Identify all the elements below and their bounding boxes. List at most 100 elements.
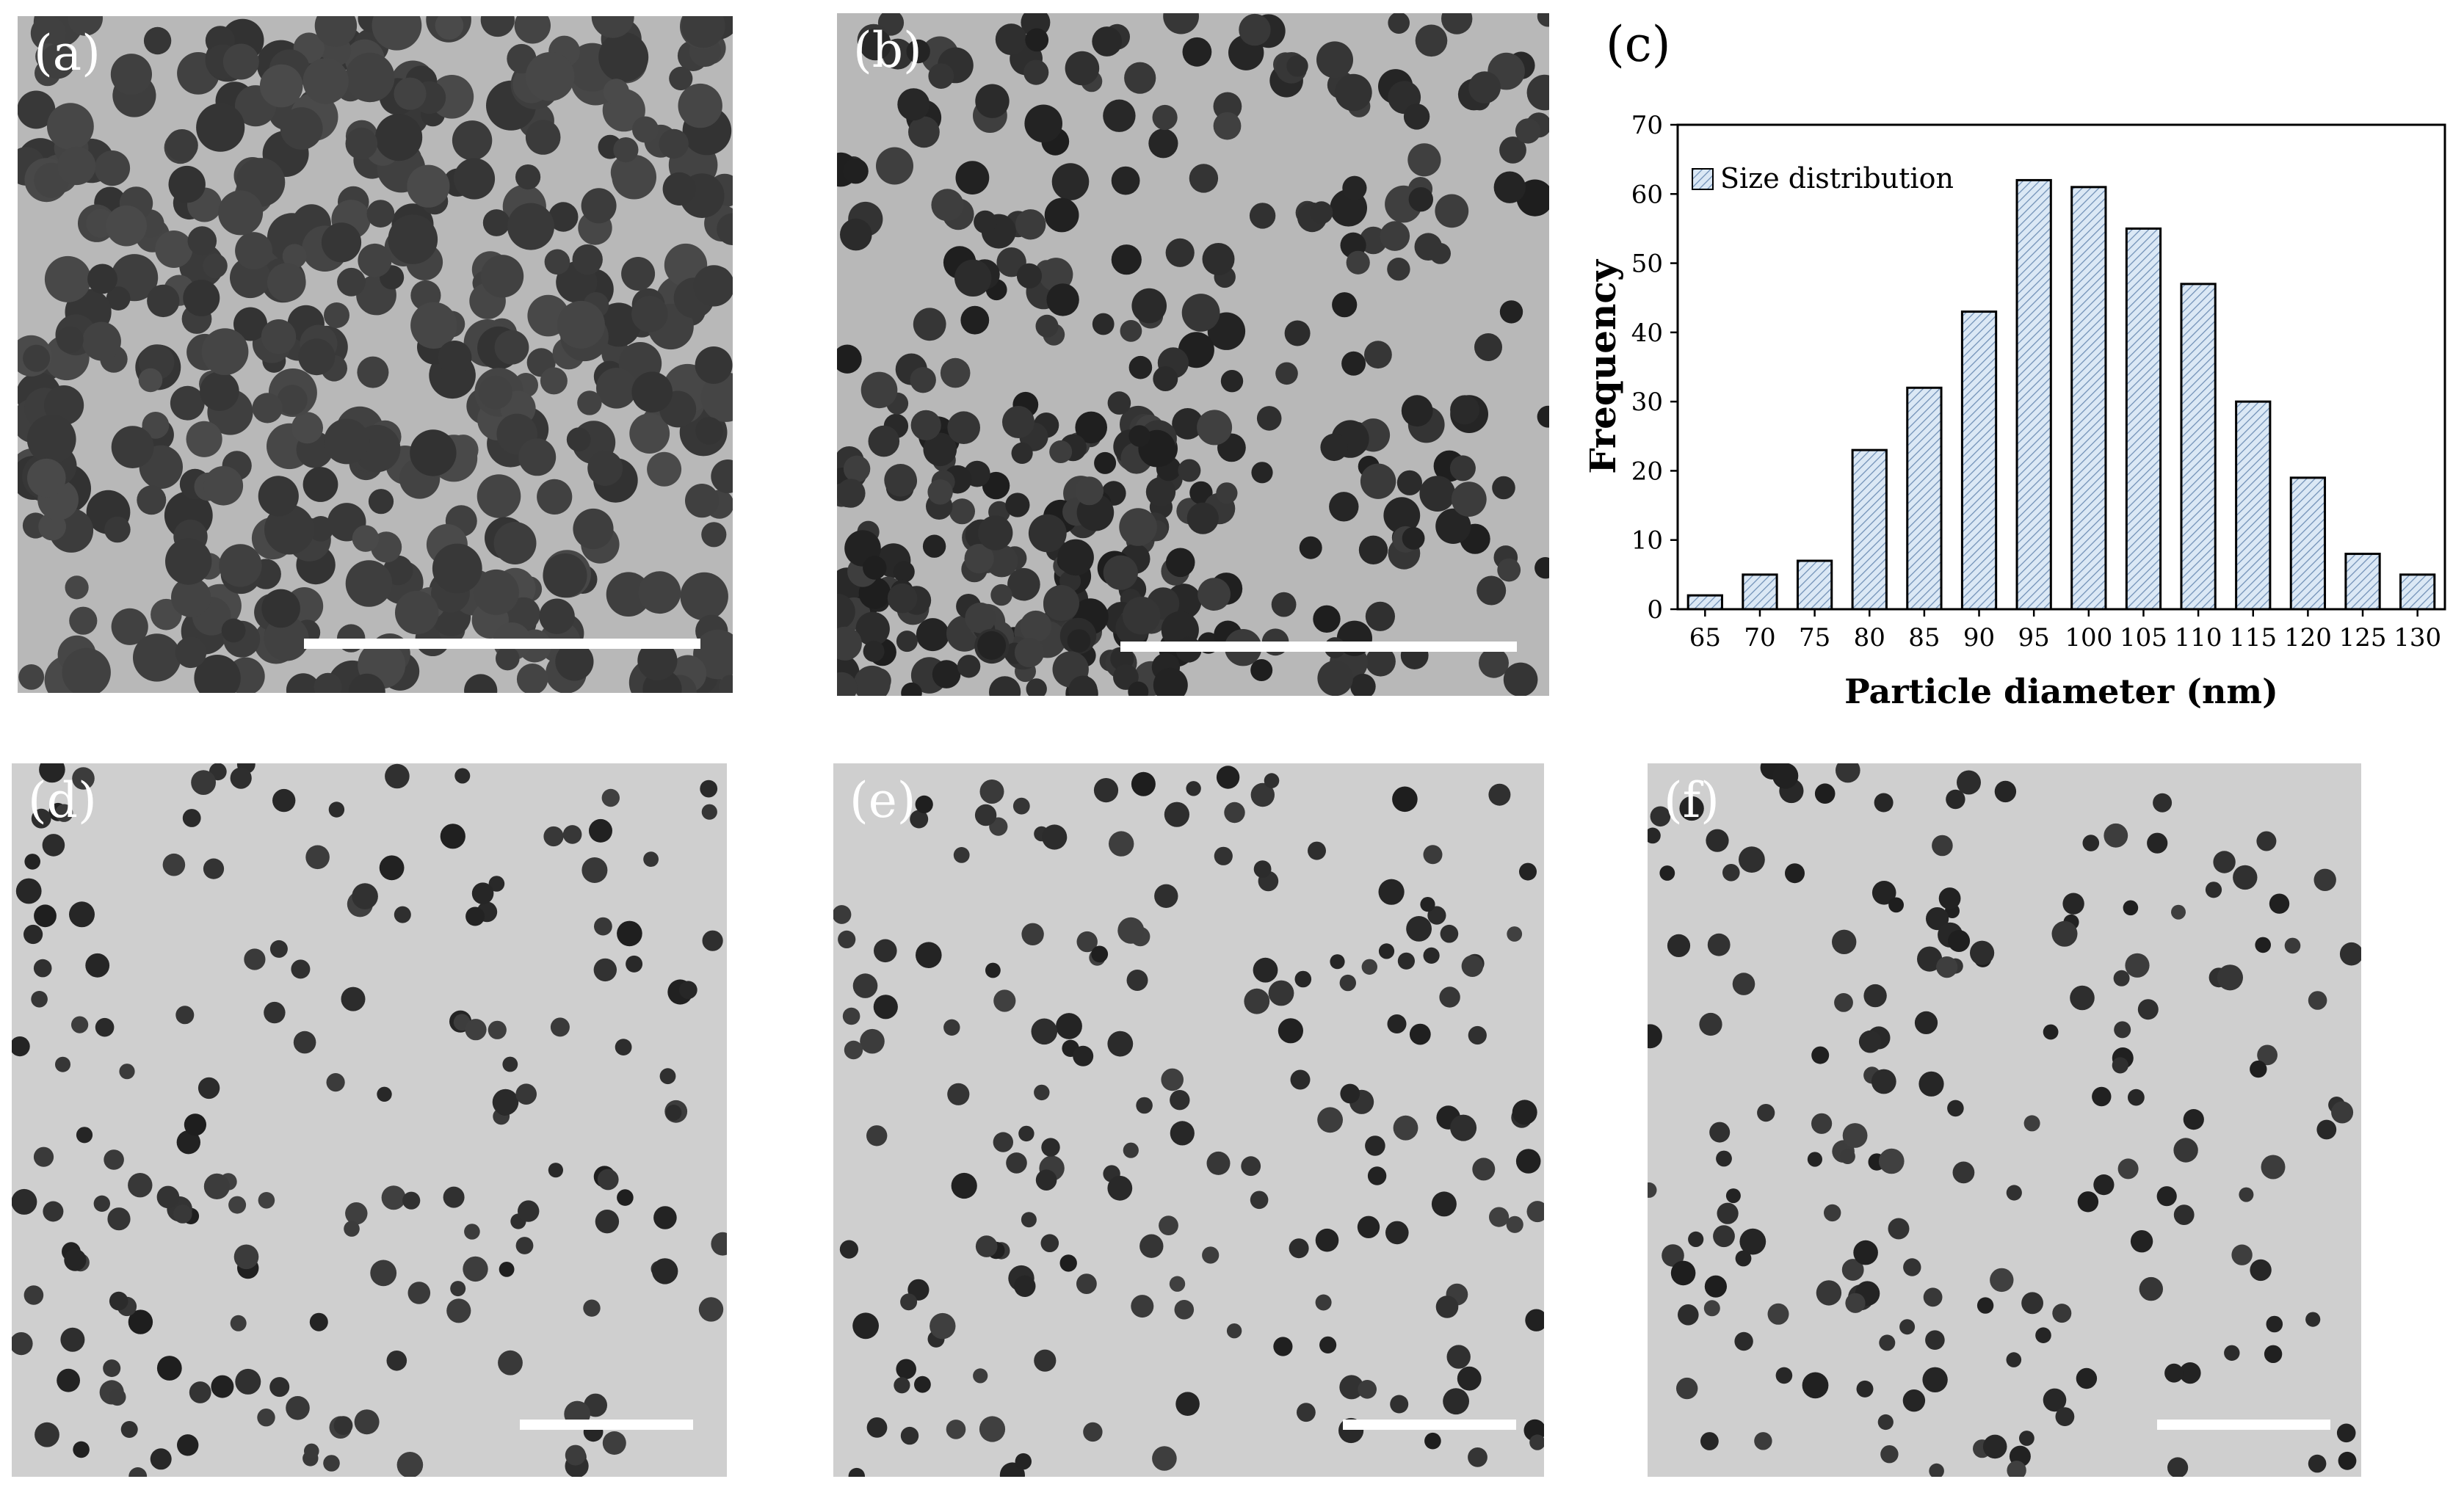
particle <box>876 147 913 185</box>
y-tick-label: 20 <box>1631 457 1663 486</box>
particle <box>1341 351 1366 376</box>
particle <box>235 1368 261 1395</box>
bar <box>1796 559 1833 611</box>
particle <box>1197 410 1233 446</box>
x-tick-label: 70 <box>1744 623 1775 653</box>
particle <box>326 1073 345 1092</box>
particle <box>1415 24 1448 57</box>
particle <box>432 543 482 594</box>
particle <box>1051 163 1090 200</box>
particle <box>1952 1161 1975 1184</box>
particle <box>1388 13 1410 34</box>
particle <box>874 939 897 963</box>
particle <box>1457 1366 1482 1391</box>
legend-label: Size distribution <box>1720 162 1954 195</box>
particle <box>932 660 961 688</box>
particle <box>109 1388 126 1406</box>
particle <box>973 1368 988 1384</box>
particle <box>30 16 66 51</box>
particle <box>1925 1330 1945 1350</box>
particle <box>1103 99 1136 132</box>
particle <box>40 43 76 79</box>
particle <box>855 611 890 646</box>
particle <box>700 779 718 798</box>
scale-bar-d <box>520 1420 693 1430</box>
particle <box>2137 999 2159 1020</box>
particle <box>900 1293 918 1311</box>
particle <box>2250 1060 2267 1078</box>
particle <box>1170 1121 1195 1146</box>
particle <box>2077 1191 2099 1213</box>
particle <box>2179 1362 2201 1384</box>
particle <box>473 569 519 615</box>
particle <box>2123 900 2139 916</box>
particle <box>833 905 852 924</box>
y-tick-label: 50 <box>1631 250 1663 279</box>
particle <box>1858 1030 1882 1053</box>
x-tick-label: 65 <box>1689 623 1721 653</box>
particle <box>1035 314 1059 338</box>
bar <box>1851 448 1888 611</box>
particle <box>632 116 659 143</box>
particle <box>2114 1021 2131 1039</box>
particle <box>321 222 362 263</box>
micrograph-panel-f: (f) <box>1648 763 2361 1477</box>
particle <box>1772 763 1799 789</box>
particle <box>1310 201 1333 225</box>
particle <box>12 1036 30 1057</box>
particle <box>1534 557 1549 579</box>
particle <box>842 1007 860 1025</box>
particle <box>964 544 994 574</box>
particle <box>1057 539 1094 576</box>
bar <box>1906 386 1943 611</box>
particle <box>1216 766 1240 789</box>
particle <box>2104 823 2128 848</box>
particle <box>186 421 222 457</box>
particle <box>1239 13 1271 46</box>
particle <box>1005 493 1030 517</box>
particle <box>293 1031 316 1054</box>
particle <box>440 824 465 849</box>
particle <box>1802 1372 1829 1399</box>
particle <box>492 1089 519 1116</box>
particle <box>910 367 936 393</box>
particle <box>1948 930 1971 952</box>
particle <box>1015 1453 1032 1470</box>
particle <box>1049 440 1073 463</box>
particle <box>42 834 65 857</box>
particle <box>2217 964 2243 991</box>
particle <box>1739 1228 1767 1255</box>
particle <box>257 1409 275 1427</box>
particle <box>176 1130 200 1155</box>
particle <box>69 901 95 928</box>
particle <box>1807 1152 1822 1167</box>
particle <box>965 602 996 633</box>
particle <box>1299 536 1322 559</box>
particle <box>951 1172 977 1199</box>
particle <box>1401 395 1433 427</box>
particle <box>354 1409 380 1435</box>
micrograph-background <box>833 763 1544 1477</box>
particle <box>69 606 98 635</box>
size-distribution-chart: 0 10 20 30 40 50 60 70 65 70 75 80 85 90 95 100 105 110 11… <box>1590 111 2446 711</box>
particle <box>1034 1084 1050 1101</box>
panel-label-c: (c) <box>1606 16 1671 73</box>
particle <box>1136 1097 1153 1114</box>
particle <box>2305 1312 2321 1327</box>
particle <box>264 504 314 555</box>
particle <box>1648 827 1661 844</box>
micrograph-a-image <box>18 16 733 693</box>
particle <box>843 455 871 482</box>
particle <box>1357 1215 1380 1238</box>
particle <box>465 1019 487 1041</box>
particle <box>480 16 515 37</box>
particle <box>111 608 148 645</box>
particle <box>1938 887 1961 909</box>
particle <box>1650 806 1671 827</box>
particle <box>488 1020 507 1039</box>
particle <box>1994 780 2017 803</box>
particle <box>24 854 40 870</box>
particle <box>60 1327 85 1352</box>
particle <box>345 52 395 103</box>
particle <box>1028 514 1067 553</box>
